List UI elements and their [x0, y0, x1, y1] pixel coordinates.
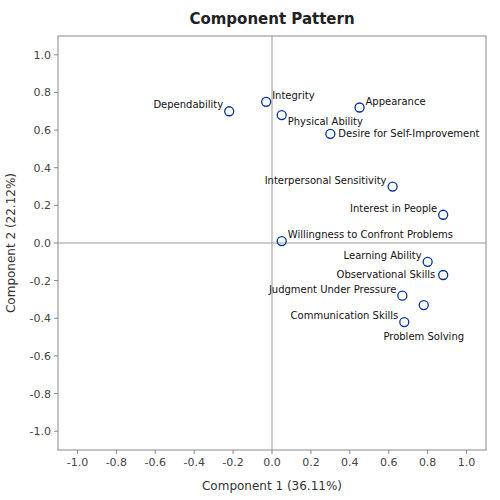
y-tick-label: -0.8 — [30, 388, 51, 401]
y-tick — [54, 205, 58, 206]
point — [277, 237, 286, 246]
point — [439, 270, 448, 279]
point-label: Judgment Under Pressure — [268, 284, 396, 295]
point — [423, 257, 432, 266]
y-tick-label: -0.2 — [30, 275, 51, 288]
point — [326, 129, 335, 138]
point-label: Problem Solving — [383, 331, 464, 342]
y-tick — [54, 318, 58, 319]
x-axis-label: Component 1 (36.11%) — [202, 479, 342, 493]
x-tick — [427, 450, 428, 454]
plot-frame — [58, 36, 486, 450]
background — [0, 0, 500, 500]
y-tick-label: 0.4 — [34, 162, 52, 175]
point-label: Willingness to Confront Problems — [288, 229, 453, 240]
point-label: Appearance — [366, 96, 426, 107]
y-axis-label: Component 2 (22.12%) — [4, 173, 18, 313]
x-tick-label: 0.8 — [419, 456, 437, 469]
x-tick — [272, 450, 273, 454]
y-tick — [54, 393, 58, 394]
point-label: Learning Ability — [344, 250, 422, 261]
point-label: Physical Ability — [288, 116, 363, 127]
x-tick-label: 1.0 — [458, 456, 476, 469]
y-tick-label: -1.0 — [30, 425, 51, 438]
x-tick — [194, 450, 195, 454]
y-tick — [54, 130, 58, 131]
point-label: Observational Skills — [337, 269, 436, 280]
point-label: Communication Skills — [291, 310, 399, 321]
y-tick-label: 0.0 — [34, 237, 52, 250]
x-tick-label: -0.4 — [183, 456, 204, 469]
point — [355, 103, 364, 112]
chart: Component Pattern Component 1 (36.11%) Com… — [0, 0, 500, 500]
x-tick-label: 0.4 — [341, 456, 359, 469]
x-tick — [310, 450, 311, 454]
point — [398, 291, 407, 300]
point — [388, 182, 397, 191]
point — [262, 97, 271, 106]
y-tick-label: 0.8 — [34, 86, 52, 99]
y-tick — [54, 431, 58, 432]
x-tick — [116, 450, 117, 454]
y-tick-label: 0.2 — [34, 199, 52, 212]
y-tick-label: -0.4 — [30, 312, 51, 325]
x-tick — [349, 450, 350, 454]
y-tick — [54, 167, 58, 168]
point — [225, 107, 234, 116]
x-tick-label: -0.6 — [145, 456, 166, 469]
x-tick — [466, 450, 467, 454]
y-tick-label: -0.6 — [30, 350, 51, 363]
x-tick-label: -0.8 — [106, 456, 127, 469]
point-label: Interest in People — [350, 203, 437, 214]
y-tick — [54, 54, 58, 55]
y-tick-label: 1.0 — [34, 49, 52, 62]
y-tick — [54, 280, 58, 281]
point-label: Desire for Self-Improvement — [338, 128, 479, 139]
x-tick-label: -1.0 — [67, 456, 88, 469]
point — [419, 301, 428, 310]
x-tick — [155, 450, 156, 454]
axes: -1.0 -0.8 -0.6 -0.4 -0.2 0.0 0.2 0.4 0.6 0.8 1.0 -1… — [30, 36, 486, 469]
x-tick-label: 0.6 — [380, 456, 398, 469]
y-tick — [54, 92, 58, 93]
y-tick — [54, 355, 58, 356]
title: Component Pattern — [189, 10, 354, 28]
x-tick-label: -0.2 — [222, 456, 243, 469]
point — [439, 210, 448, 219]
x-tick — [77, 450, 78, 454]
point-labels: Integrity Dependability Physical AbilityAp… — [153, 90, 479, 342]
point-label: Interpersonal Sensitivity — [265, 175, 387, 186]
x-tick-label: 0.2 — [302, 456, 320, 469]
y-tick-label: 0.6 — [34, 124, 52, 137]
point-label: Dependability — [153, 99, 223, 110]
point-label: Integrity — [272, 90, 315, 101]
point — [400, 318, 409, 327]
point — [277, 111, 286, 120]
x-tick-label: 0.0 — [263, 456, 281, 469]
x-tick — [233, 450, 234, 454]
x-tick — [388, 450, 389, 454]
y-tick — [54, 243, 58, 244]
